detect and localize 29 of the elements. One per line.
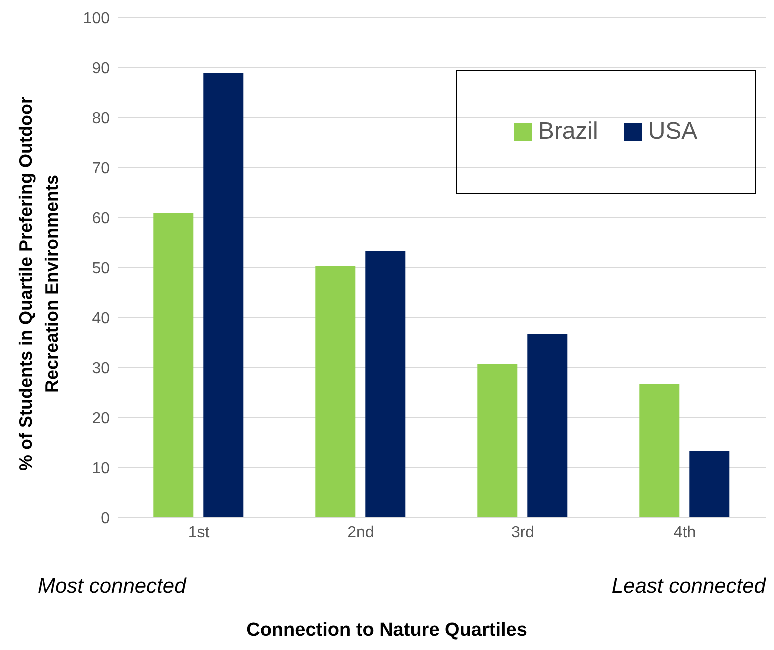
y-tick-label: 100 — [83, 10, 110, 28]
bar — [316, 266, 356, 518]
y-tick-label: 60 — [92, 210, 110, 228]
y-tick-label: 30 — [92, 360, 110, 378]
bar — [690, 452, 730, 518]
legend-label: Brazil — [538, 118, 598, 146]
x-axis-title: Connection to Nature Quartiles — [246, 620, 528, 642]
bar — [204, 73, 244, 518]
legend-label: USA — [648, 118, 698, 146]
bar — [528, 334, 568, 518]
bar — [640, 384, 680, 518]
text: Most connected — [38, 575, 186, 599]
y-tick-label: 70 — [92, 160, 110, 178]
x-tick-label: 2nd — [348, 524, 374, 542]
x-tick-label: 4th — [674, 524, 696, 542]
bar — [366, 251, 406, 518]
y-tick-label: 20 — [92, 410, 110, 428]
y-tick-label: 0 — [101, 510, 110, 528]
x-tick-label: 3rd — [511, 524, 535, 542]
text: Least connected — [612, 575, 766, 599]
bar — [154, 213, 194, 518]
y-tick-label: 40 — [92, 310, 110, 328]
y-tick-label: 50 — [92, 260, 110, 278]
y-axis-title: % of Students in Quartile Prefering Outdoor Recreation Environments — [15, 96, 63, 474]
y-tick-label: 80 — [92, 110, 110, 128]
bar — [478, 364, 518, 518]
y-tick-label: 10 — [92, 460, 110, 478]
x-tick-label: 1st — [188, 524, 210, 542]
y-tick-label: 90 — [92, 60, 110, 78]
